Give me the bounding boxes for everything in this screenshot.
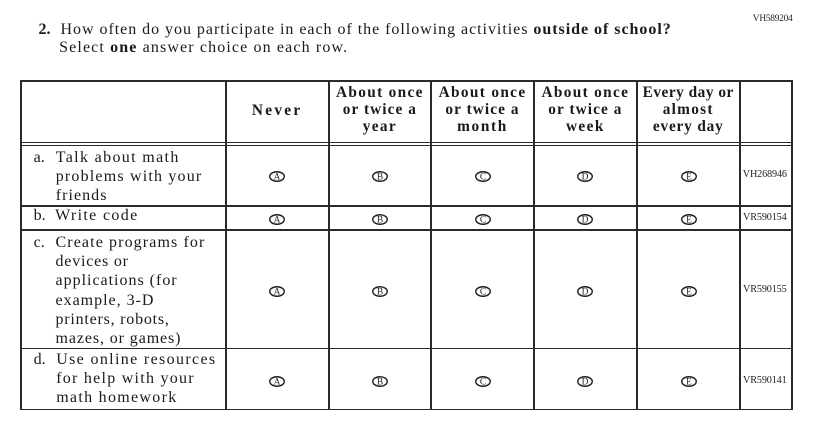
svg-text:E: E [687, 172, 693, 182]
svg-text:C: C [479, 287, 485, 297]
svg-text:B: B [377, 216, 383, 226]
svg-text:C: C [479, 172, 485, 182]
svg-text:D: D [582, 378, 589, 388]
svg-text:E: E [687, 378, 693, 388]
svg-text:D: D [582, 172, 589, 182]
svg-text:A: A [273, 287, 280, 297]
svg-text:A: A [273, 216, 280, 226]
svg-text:A: A [273, 172, 280, 182]
svg-text:B: B [377, 287, 383, 297]
svg-text:D: D [582, 287, 589, 297]
svg-text:B: B [377, 378, 383, 388]
svg-text:E: E [687, 287, 693, 297]
svg-text:D: D [582, 216, 589, 226]
svg-text:B: B [377, 172, 383, 182]
svg-text:C: C [479, 216, 485, 226]
svg-text:E: E [687, 216, 693, 226]
svg-text:A: A [273, 378, 280, 388]
svg-text:C: C [479, 378, 485, 388]
